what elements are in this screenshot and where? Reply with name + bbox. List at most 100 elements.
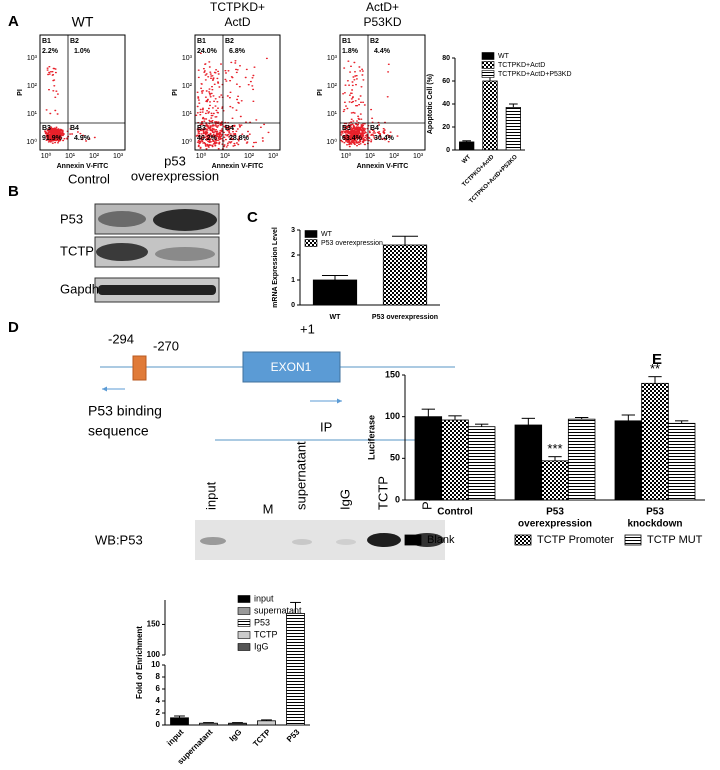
blot-column-label: overexpression bbox=[131, 168, 219, 183]
legend-label: TCTPKD+ActD+P53KD bbox=[498, 71, 572, 78]
legend-swatch bbox=[481, 70, 495, 78]
error-bar bbox=[521, 417, 535, 425]
band bbox=[367, 533, 401, 547]
x-tick-label: P53 overexpression bbox=[372, 314, 438, 321]
legend-swatch bbox=[237, 607, 251, 615]
quadrant-percent: 1.8% bbox=[342, 48, 359, 55]
flow-x-tick: 10⁰ bbox=[196, 152, 207, 160]
quadrant-percent: 91.9% bbox=[42, 135, 63, 142]
legend-label: IgG bbox=[254, 641, 269, 651]
legend-swatch bbox=[237, 595, 251, 603]
quadrant-label: B1 bbox=[42, 38, 51, 45]
legend-label: TCTP MUT bbox=[647, 534, 703, 546]
flow-y-tick: 10³ bbox=[27, 55, 38, 62]
flow-y-tick: 10⁰ bbox=[181, 138, 192, 146]
bar bbox=[482, 80, 498, 151]
wb-label: WB:P53 bbox=[95, 532, 143, 547]
y-tick-label: 2 bbox=[156, 708, 161, 717]
y-tick-label: 150 bbox=[385, 369, 400, 379]
panel-label: B bbox=[8, 183, 19, 200]
legend-label: P53 overexpression bbox=[321, 240, 383, 247]
y-tick-label: 50 bbox=[390, 453, 400, 463]
lane-label: supernatant bbox=[293, 441, 308, 510]
x-tick-label: P53 bbox=[285, 727, 302, 744]
flow-title: P53KD bbox=[363, 15, 401, 29]
y-tick-label: 3 bbox=[291, 227, 295, 234]
quadrant-label: B3 bbox=[197, 125, 206, 132]
event-dots bbox=[340, 60, 399, 148]
flow-title: TCTPKD+ bbox=[210, 0, 265, 14]
x-tick-label: input bbox=[165, 727, 185, 747]
y-axis-label: Luciferase bbox=[366, 415, 376, 460]
flow-title: WT bbox=[72, 14, 94, 30]
x-tick-label: TCTPKO+ActD+P53KO bbox=[468, 154, 519, 205]
y-tick-label: 1 bbox=[291, 277, 295, 284]
error-bar bbox=[421, 408, 435, 417]
x-tick-label: knockdown bbox=[627, 519, 682, 530]
legend-swatch bbox=[304, 239, 318, 247]
flow-y-tick: 10² bbox=[182, 83, 193, 90]
bar bbox=[414, 416, 443, 501]
flow-y-tick: 10³ bbox=[327, 55, 338, 62]
flow-y-tick: 10⁰ bbox=[326, 138, 337, 146]
x-tick-label: IgG bbox=[228, 728, 244, 744]
bar bbox=[199, 722, 218, 726]
x-tick-label: WT bbox=[330, 314, 342, 321]
legend-swatch bbox=[237, 643, 251, 651]
band bbox=[98, 285, 216, 295]
flow-x-tick: 10¹ bbox=[365, 153, 376, 160]
quadrant-label: B1 bbox=[342, 38, 351, 45]
quadrant-label: B4 bbox=[225, 125, 234, 132]
event-dots bbox=[195, 52, 270, 150]
legend-label: WT bbox=[321, 231, 333, 238]
error-bar bbox=[448, 415, 462, 420]
y-axis-label: Fold of Enrichment bbox=[135, 626, 144, 699]
quadrant-percent: 6.8% bbox=[229, 48, 246, 55]
y-tick-label: 0 bbox=[291, 302, 295, 309]
legend-swatch bbox=[481, 61, 495, 69]
error-bar bbox=[675, 420, 689, 424]
blot-row-label: P53 bbox=[60, 211, 83, 226]
x-tick-label: P53 bbox=[546, 507, 564, 518]
tss-label: +1 bbox=[300, 321, 315, 336]
site-label: sequence bbox=[88, 423, 149, 439]
quadrant-label: B1 bbox=[197, 38, 206, 45]
flow-y-tick: 10¹ bbox=[182, 111, 193, 118]
quadrant-percent: 4.4% bbox=[374, 48, 391, 55]
error-bar bbox=[475, 423, 489, 427]
flow-x-tick: 10⁰ bbox=[41, 152, 52, 160]
y-tick-label: 40 bbox=[442, 101, 450, 108]
error-bar bbox=[621, 414, 635, 421]
exon-box bbox=[242, 351, 341, 383]
binding-site bbox=[132, 355, 147, 381]
band bbox=[98, 211, 146, 227]
chip-blot bbox=[195, 520, 445, 560]
quadrant-percent: 2.2% bbox=[42, 48, 59, 55]
bar bbox=[614, 420, 643, 501]
quadrant-label: B2 bbox=[225, 38, 234, 45]
flow-y-tick: 10¹ bbox=[327, 111, 338, 118]
flow-x-tick: 10⁰ bbox=[341, 152, 352, 160]
y-tick-label: 10 bbox=[151, 660, 160, 669]
legend-label: P53 bbox=[254, 617, 270, 627]
error-bar bbox=[462, 140, 472, 142]
band bbox=[155, 247, 215, 261]
significance: *** bbox=[547, 441, 562, 456]
error-bar bbox=[321, 275, 349, 280]
error-bar bbox=[232, 722, 243, 724]
flow-y-label: PI bbox=[17, 89, 24, 96]
band bbox=[292, 539, 312, 545]
flow-y-tick: 10² bbox=[27, 83, 38, 90]
arrow-head bbox=[102, 386, 107, 392]
quadrant-percent: 24.0% bbox=[197, 48, 218, 55]
flow-x-tick: 10² bbox=[244, 153, 255, 160]
legend-label: TCTPKD+ActD bbox=[498, 62, 545, 69]
flow-title: ActD bbox=[224, 15, 250, 29]
legend-swatch bbox=[514, 534, 532, 546]
flow-x-tick: 10¹ bbox=[65, 153, 76, 160]
y-tick-label: 2 bbox=[291, 252, 295, 259]
y-tick-label: 150 bbox=[147, 620, 161, 629]
axis-break bbox=[161, 656, 169, 664]
quadrant-label: B3 bbox=[42, 125, 51, 132]
legend-label: input bbox=[254, 593, 274, 603]
